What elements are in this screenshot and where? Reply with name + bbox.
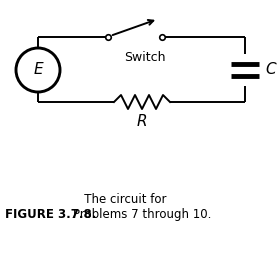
Text: E: E	[33, 62, 43, 78]
Text: The circuit for
Problems 7 through 10.: The circuit for Problems 7 through 10.	[73, 193, 211, 221]
Text: Switch: Switch	[124, 51, 166, 64]
Text: R: R	[137, 114, 147, 129]
Text: C: C	[265, 62, 276, 78]
Text: FIGURE 3.7.8.: FIGURE 3.7.8.	[5, 208, 96, 221]
